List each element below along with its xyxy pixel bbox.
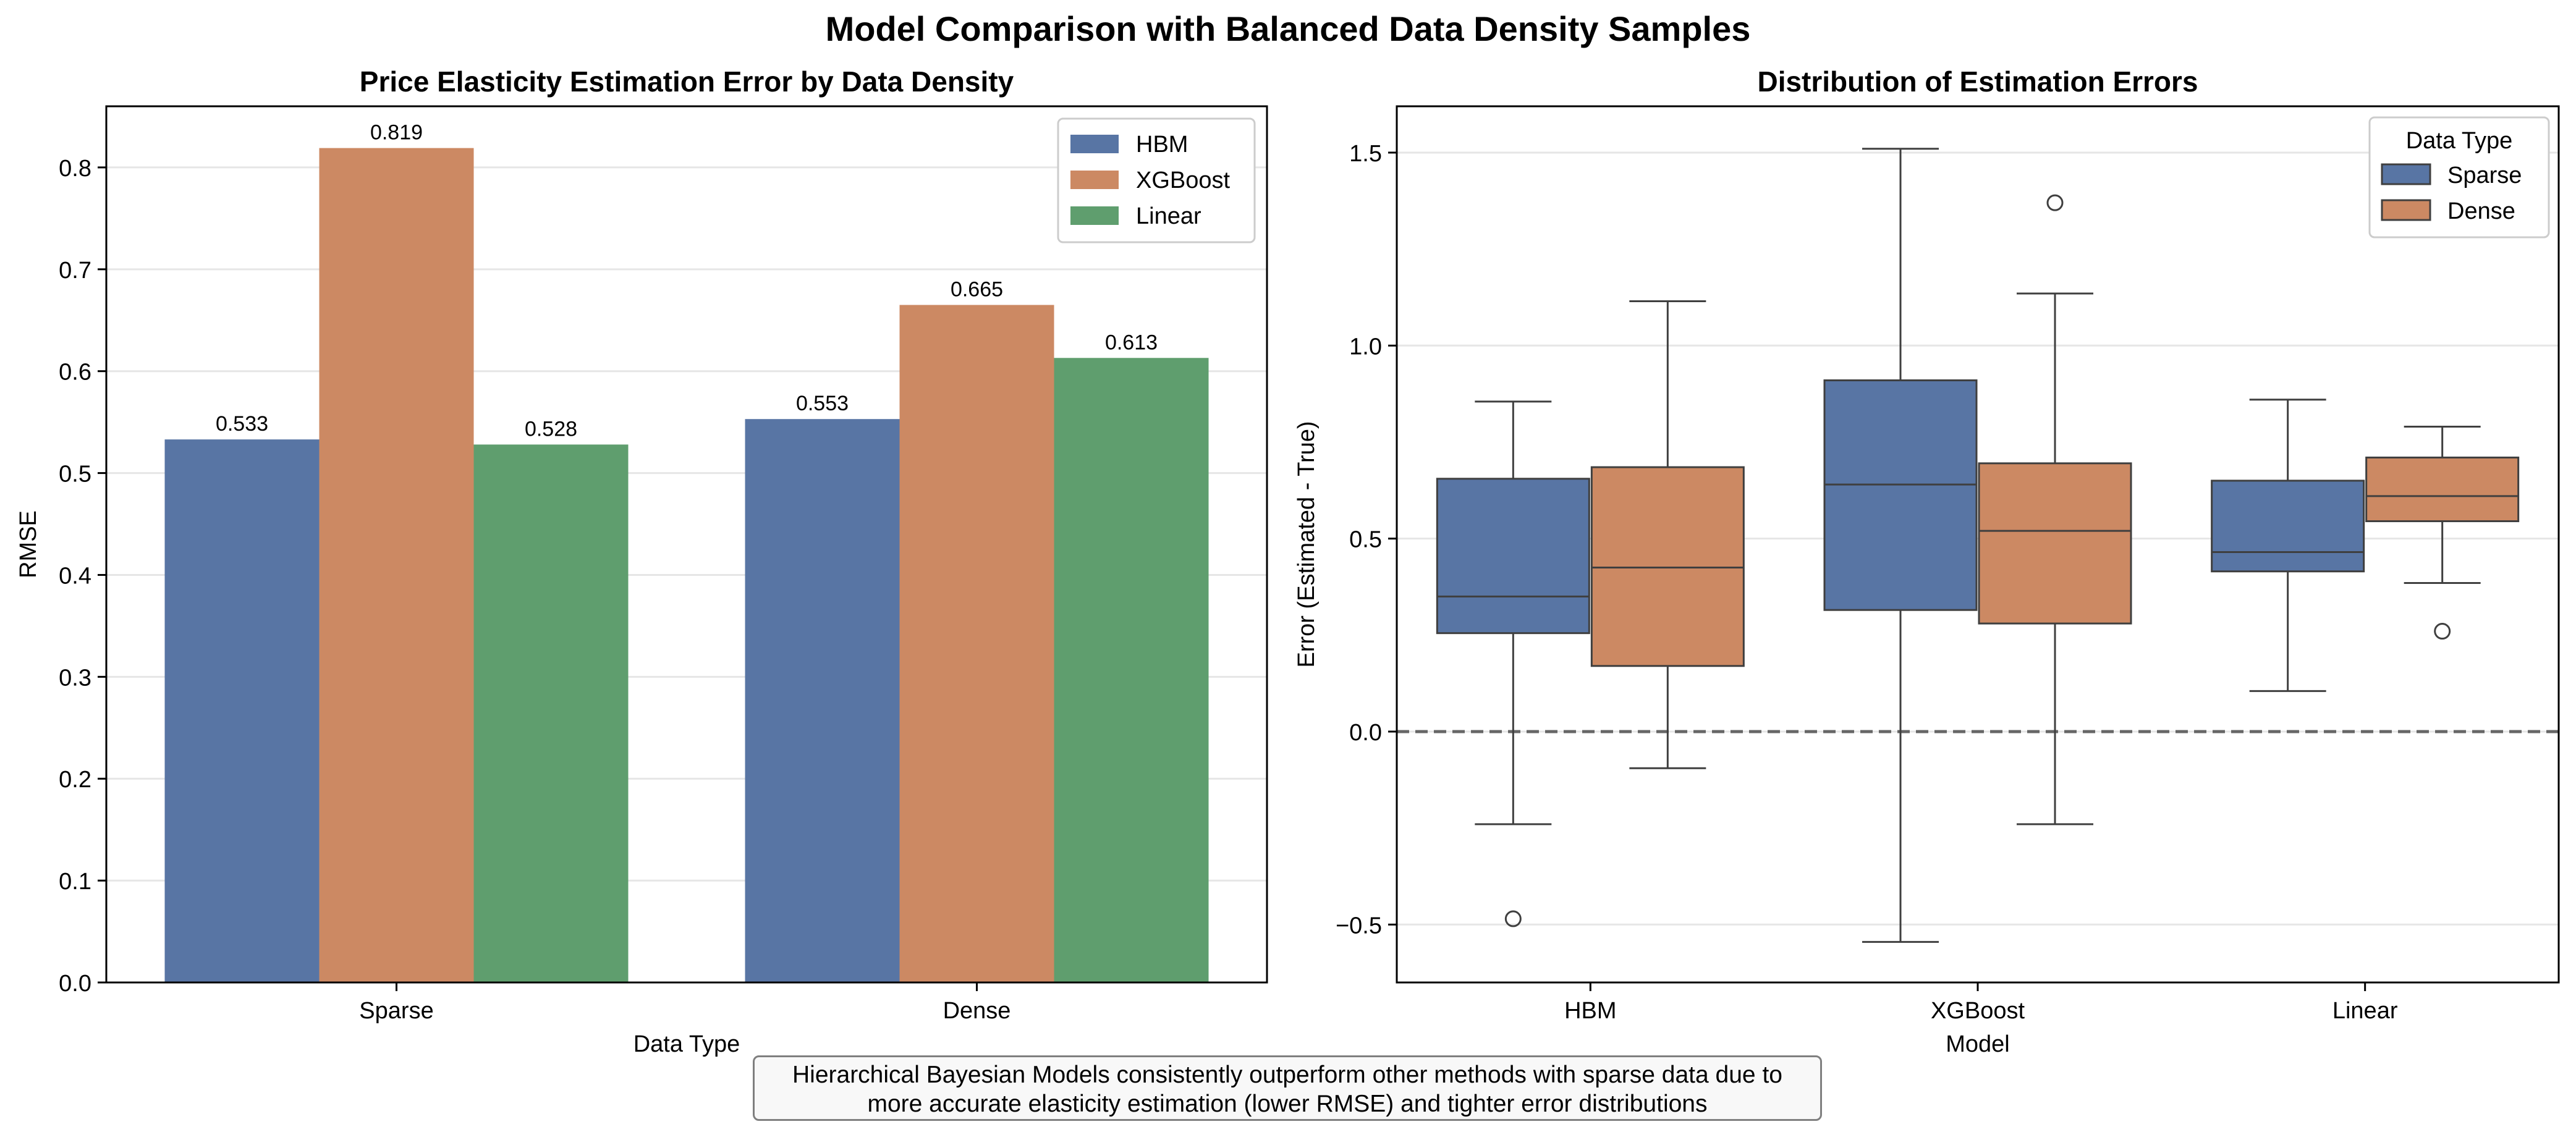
outlier-point	[1504, 910, 1522, 927]
box-sparse-hbm	[1436, 478, 1590, 635]
box-plot-frame	[1396, 105, 2560, 984]
y-tick-label: 0.3	[59, 665, 91, 691]
y-tick-label: 1.5	[1349, 141, 1382, 167]
bar-x-axis-label: Data Type	[633, 1031, 740, 1057]
box-x-axis-label: Model	[1946, 1031, 2010, 1057]
y-tick-label: 0.0	[59, 971, 91, 997]
note-line-1: Hierarchical Bayesian Models consistentl…	[792, 1062, 1782, 1088]
box-chart-title: Distribution of Estimation Errors	[1757, 65, 2198, 98]
box-dense-xgboost	[1978, 462, 2132, 625]
legend-label-xgboost: XGBoost	[1136, 167, 1231, 193]
bar-chart-title: Price Elasticity Estimation Error by Dat…	[360, 65, 1014, 98]
conclusion-note: Hierarchical Bayesian Models consistentl…	[753, 1055, 1822, 1121]
legend-swatch-sparse	[2381, 163, 2431, 185]
x-tick-label: Sparse	[359, 998, 433, 1024]
y-tick-label: 0.4	[59, 563, 91, 589]
y-tick-label: 0.0	[1349, 720, 1382, 746]
legend-swatch-xgboost	[1070, 171, 1119, 189]
bar-data-label: 0.613	[1105, 331, 1158, 354]
y-tick-label: 0.8	[59, 156, 91, 182]
bar-xgboost-sparse	[319, 148, 474, 983]
bar-data-label: 0.533	[216, 412, 268, 436]
bar-data-label: 0.819	[370, 121, 423, 145]
bar-plot-frame	[105, 105, 1268, 984]
x-tick-label: Dense	[943, 998, 1011, 1024]
legend-label-sparse: Sparse	[2447, 163, 2522, 188]
box-sparse-linear	[2211, 479, 2365, 573]
bar-data-label: 0.665	[951, 278, 1003, 302]
box-dense-linear	[2365, 456, 2520, 523]
box-legend-title: Data Type	[2406, 128, 2513, 154]
rmse-bar-chart: Price Elasticity Estimation Error by Dat…	[15, 65, 1268, 1057]
note-line-2: more accurate elasticity estimation (low…	[867, 1091, 1708, 1117]
y-tick-label: 0.2	[59, 767, 91, 793]
legend-label-dense: Dense	[2447, 198, 2515, 224]
bar-data-label: 0.528	[525, 417, 577, 441]
y-tick-label: 0.5	[1349, 527, 1382, 553]
y-tick-label: 0.1	[59, 869, 91, 895]
bar-linear-dense	[1054, 358, 1209, 982]
y-tick-label: 0.6	[59, 360, 91, 386]
outlier-point	[2046, 194, 2064, 211]
bar-linear-sparse	[473, 444, 629, 982]
box-y-axis-label: Error (Estimated - True)	[1294, 421, 1320, 667]
error-box-plot: Distribution of Estimation Errors −0.5 0.0…	[1294, 65, 2560, 1057]
figure-title: Model Comparison with Balanced Data Dens…	[826, 9, 1751, 48]
x-tick-label: XGBoost	[1931, 998, 2025, 1024]
outlier-point	[2434, 623, 2451, 640]
y-tick-label: 0.5	[59, 462, 91, 488]
box-dense-hbm	[1590, 466, 1745, 667]
legend-label-hbm: HBM	[1136, 132, 1188, 158]
y-tick-label: −0.5	[1336, 913, 1382, 939]
bar-hbm-dense	[745, 419, 900, 982]
x-tick-label: Linear	[2332, 998, 2398, 1024]
legend-swatch-hbm	[1070, 135, 1119, 153]
bar-xgboost-dense	[899, 305, 1054, 983]
y-tick-label: 0.7	[59, 258, 91, 284]
bar-y-axis-label: RMSE	[15, 510, 41, 578]
box-sparse-xgboost	[1823, 379, 1978, 611]
legend-swatch-dense	[2381, 199, 2431, 221]
y-tick-label: 1.0	[1349, 334, 1382, 360]
bar-hbm-sparse	[164, 439, 320, 982]
x-tick-label: HBM	[1564, 998, 1616, 1024]
legend-swatch-linear	[1070, 206, 1119, 225]
legend-label-linear: Linear	[1136, 203, 1201, 229]
bar-data-label: 0.553	[796, 392, 849, 415]
